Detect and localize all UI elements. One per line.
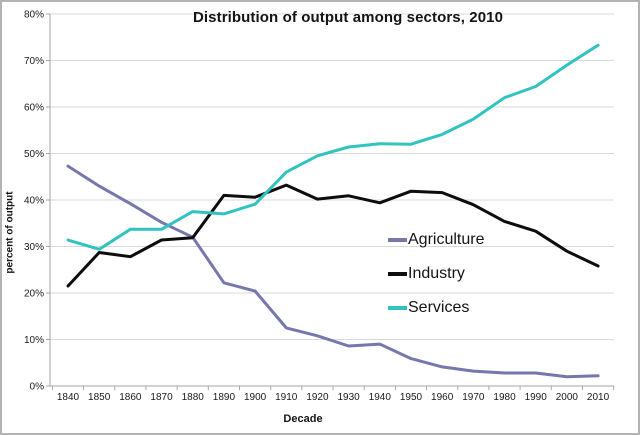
legend-swatch-services <box>388 306 407 310</box>
y-tick-label: 80% <box>24 10 44 21</box>
legend-label: Industry <box>408 265 465 282</box>
x-tick-label: 1980 <box>493 392 516 403</box>
x-axis-title: Decade <box>283 413 323 425</box>
legend-item-agriculture: Agriculture <box>388 229 484 251</box>
x-tick-label: 1840 <box>57 392 80 403</box>
legend: Agriculture Industry Services <box>388 229 484 331</box>
x-tick-label: 1940 <box>369 392 392 403</box>
x-tick-label: 1860 <box>119 392 142 403</box>
x-tick-label: 2010 <box>587 392 610 403</box>
y-tick-label: 50% <box>24 149 44 160</box>
y-tick-label: 30% <box>24 242 44 253</box>
x-tick-label: 1910 <box>275 392 298 403</box>
y-tick-label: 40% <box>24 196 44 207</box>
x-tick-label: 1990 <box>525 392 548 403</box>
y-tick-label: 0% <box>30 382 45 393</box>
x-tick-label: 1970 <box>462 392 485 403</box>
legend-label: Agriculture <box>408 231 485 248</box>
y-tick-label: 60% <box>24 103 44 114</box>
series-line-industry <box>66 183 600 288</box>
y-axis-title: percent of output <box>4 191 16 274</box>
series-line-agriculture <box>66 164 600 379</box>
x-tick-label: 1930 <box>337 392 360 403</box>
legend-item-industry: Industry <box>388 263 484 285</box>
x-tick-label: 1900 <box>244 392 267 403</box>
x-tick-label: 1890 <box>213 392 236 403</box>
x-tick-label: 1870 <box>150 392 173 403</box>
x-tick-label: 1920 <box>306 392 329 403</box>
y-tick-label: 70% <box>24 56 44 67</box>
x-tick-label: 1950 <box>400 392 423 403</box>
x-tick-label: 1850 <box>88 392 111 403</box>
y-tick-label: 20% <box>24 289 44 300</box>
x-tick-label: 1960 <box>431 392 454 403</box>
legend-swatch-agriculture <box>388 238 407 242</box>
legend-swatch-industry <box>388 272 407 276</box>
chart-title: Distribution of output among sectors, 20… <box>192 9 504 26</box>
y-tick-label: 10% <box>24 335 44 346</box>
legend-label: Services <box>408 299 470 316</box>
legend-item-services: Services <box>388 297 484 319</box>
x-tick-label: 2000 <box>556 392 579 403</box>
x-tick-label: 1880 <box>182 392 205 403</box>
series-line-services <box>66 43 600 251</box>
